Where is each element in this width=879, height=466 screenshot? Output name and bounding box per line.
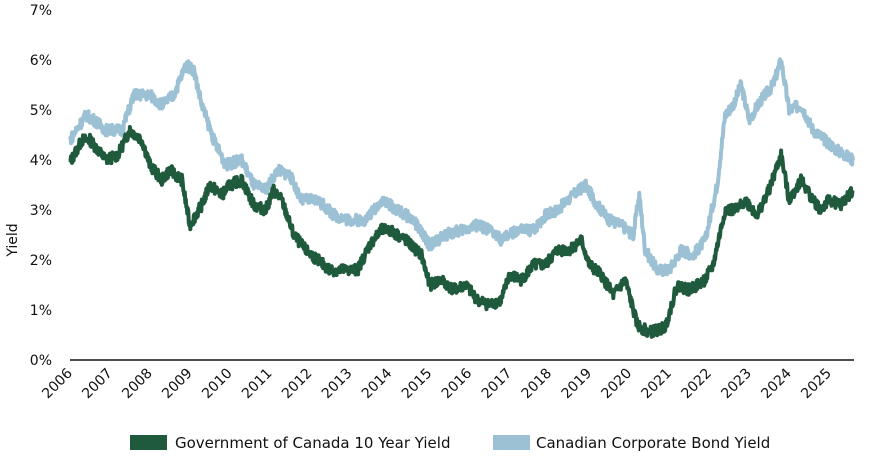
- legend-swatch-gov: [130, 435, 167, 450]
- x-tick-label: 2009: [159, 366, 196, 403]
- y-axis-ticks: 0% 1% 2% 3% 4% 5% 6% 7%: [30, 3, 52, 369]
- x-tick-label: 2006: [39, 365, 76, 402]
- y-tick-label: 5%: [30, 103, 52, 119]
- x-tick-label: 2016: [439, 365, 476, 402]
- y-tick-label: 4%: [30, 153, 52, 169]
- y-axis-label: Yield: [5, 223, 21, 257]
- x-tick-label: 2007: [79, 366, 116, 403]
- x-tick-label: 2021: [639, 366, 676, 403]
- x-tick-label: 2023: [718, 366, 755, 403]
- legend-swatch-corp: [493, 435, 530, 450]
- legend-label-corp: Canadian Corporate Bond Yield: [536, 434, 770, 452]
- y-tick-label: 3%: [30, 203, 52, 219]
- x-tick-label: 2010: [199, 366, 236, 403]
- x-tick-label: 2008: [119, 366, 156, 403]
- x-tick-label: 2025: [798, 366, 835, 403]
- x-tick-label: 2017: [479, 366, 516, 403]
- legend-label-gov: Government of Canada 10 Year Yield: [175, 434, 450, 452]
- x-axis-ticks: 2006 2007 2008 2009 2010 2011 2012 2013 2014 2015…: [39, 365, 835, 402]
- x-tick-label: 2020: [599, 366, 636, 403]
- y-tick-label: 1%: [30, 303, 52, 319]
- x-tick-label: 2014: [359, 365, 396, 402]
- series-line-corporate: [68, 57, 855, 278]
- x-tick-label: 2013: [319, 366, 356, 403]
- legend: Government of Canada 10 Year Yield Canad…: [130, 434, 770, 452]
- x-tick-label: 2024: [758, 365, 795, 402]
- x-tick-label: 2011: [239, 366, 276, 403]
- x-tick-label: 2012: [279, 366, 316, 403]
- y-tick-label: 0%: [30, 353, 52, 369]
- y-tick-label: 6%: [30, 53, 52, 69]
- x-tick-label: 2022: [678, 366, 715, 403]
- series-group: [68, 57, 855, 339]
- y-tick-label: 2%: [30, 253, 52, 269]
- x-tick-label: 2019: [559, 366, 596, 403]
- series-line-gov-10y: [68, 125, 855, 339]
- x-tick-label: 2018: [519, 366, 556, 403]
- x-tick-label: 2015: [399, 366, 436, 403]
- y-tick-label: 7%: [30, 3, 52, 19]
